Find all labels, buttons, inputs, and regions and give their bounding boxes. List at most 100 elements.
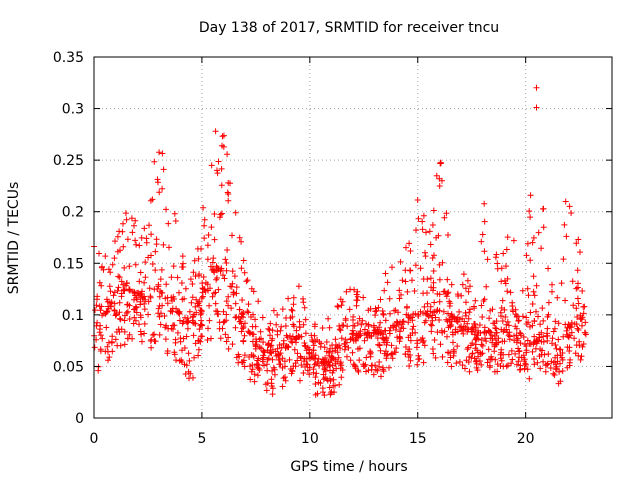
data-point: [131, 222, 137, 229]
data-point: [289, 307, 296, 314]
data-point: [377, 319, 384, 326]
data-point: [479, 350, 486, 357]
data-point: [342, 343, 349, 350]
data-point: [537, 365, 544, 372]
data-point: [241, 269, 248, 276]
data-point: [474, 332, 481, 339]
data-point: [156, 149, 163, 156]
data-point: [221, 275, 228, 282]
data-point: [164, 294, 171, 301]
data-point: [224, 189, 231, 196]
data-point: [137, 312, 144, 319]
data-point: [579, 343, 586, 350]
data-point: [504, 288, 511, 295]
data-point: [460, 330, 467, 337]
data-point: [332, 336, 339, 343]
data-point: [236, 234, 243, 241]
data-point: [552, 318, 559, 325]
data-point: [459, 362, 466, 369]
data-point: [142, 274, 149, 281]
data-point: [264, 367, 271, 374]
data-point: [176, 289, 182, 296]
data-point: [220, 272, 226, 279]
data-point: [553, 365, 560, 372]
data-point: [180, 260, 186, 267]
data-point: [458, 323, 465, 330]
data-point: [542, 368, 549, 375]
data-point: [96, 303, 103, 310]
data-point: [539, 305, 546, 312]
data-point: [163, 281, 170, 288]
data-point: [325, 315, 332, 322]
data-point: [229, 232, 235, 239]
data-point: [274, 351, 281, 358]
data-point: [289, 339, 296, 346]
data-point: [149, 196, 156, 203]
data-point: [202, 288, 209, 295]
data-point: [547, 365, 554, 371]
data-point: [573, 240, 580, 247]
data-point: [171, 349, 178, 356]
data-point: [337, 365, 344, 372]
data-point: [207, 263, 214, 270]
data-point: [159, 150, 166, 157]
data-point: [311, 361, 318, 368]
data-point: [523, 314, 530, 321]
data-point: [240, 337, 247, 344]
data-point: [437, 341, 444, 348]
data-point: [269, 327, 276, 334]
data-point: [441, 214, 448, 221]
data-point: [400, 318, 407, 325]
data-point: [454, 343, 461, 350]
data-point: [109, 333, 116, 340]
data-point: [417, 308, 424, 315]
data-point: [569, 278, 576, 285]
data-point: [381, 287, 388, 294]
data-point: [330, 376, 337, 383]
data-point: [514, 313, 520, 319]
data-point: [420, 276, 427, 282]
data-point: [430, 207, 437, 214]
data-point: [574, 284, 581, 291]
data-point: [187, 276, 194, 283]
data-point: [192, 340, 199, 347]
data-point: [201, 216, 208, 223]
data-point: [335, 303, 342, 310]
data-point: [116, 309, 123, 316]
data-point: [141, 293, 148, 300]
data-point: [540, 317, 547, 324]
data-point: [501, 277, 508, 284]
data-point: [566, 344, 573, 351]
data-point: [478, 361, 485, 368]
data-point: [489, 356, 495, 363]
data-point: [143, 235, 150, 242]
data-point: [290, 294, 297, 301]
data-point: [230, 291, 237, 298]
data-point: [473, 336, 480, 343]
data-point: [205, 287, 212, 294]
data-point: [494, 368, 501, 375]
data-point: [346, 306, 353, 313]
data-point: [447, 300, 454, 307]
data-point: [544, 360, 551, 367]
data-point: [126, 263, 133, 270]
data-point: [354, 367, 361, 374]
data-point: [552, 354, 559, 361]
data-point: [225, 302, 232, 309]
data-point: [220, 143, 227, 150]
data-point: [327, 363, 334, 369]
data-point: [148, 231, 155, 238]
data-point: [356, 357, 363, 364]
data-point: [557, 360, 563, 367]
data-point: [505, 332, 512, 339]
data-point: [321, 365, 328, 372]
data-point: [141, 279, 148, 286]
data-point: [297, 377, 303, 384]
data-point: [493, 329, 500, 336]
data-point: [202, 279, 209, 286]
data-point: [191, 320, 198, 327]
data-point: [195, 352, 202, 359]
data-point: [549, 335, 556, 342]
data-point: [529, 239, 536, 246]
data-point: [367, 349, 374, 356]
